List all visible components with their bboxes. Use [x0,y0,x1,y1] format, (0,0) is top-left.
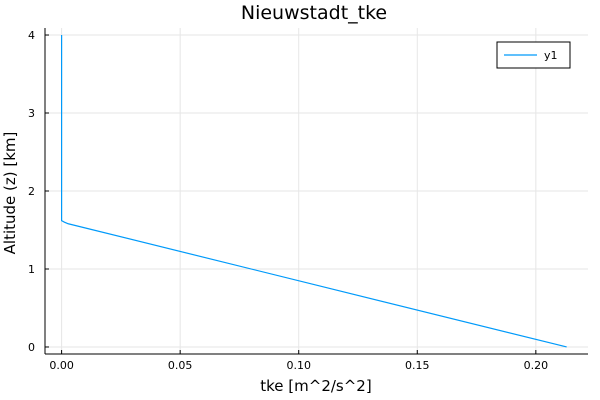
chart-title: Nieuwstadt_tke [241,2,387,24]
series-layer [60,35,567,348]
gridlines [45,28,588,354]
legend-label: y1 [544,49,558,62]
series-line-y1 [60,35,567,348]
y-axis-label: Altitude (z) [km] [1,132,19,255]
axes [44,28,588,355]
legend: y1 [496,41,571,69]
x-tick-label: 0.10 [286,359,311,372]
y-tick-label: 3 [28,107,35,120]
y-tick-label: 0 [28,341,35,354]
x-tick-label: 0.20 [524,359,549,372]
y-tick-label: 4 [28,29,35,42]
x-tick-label: 0.05 [168,359,193,372]
x-tick-label: 0.00 [49,359,74,372]
tick-labels: 0.00 0.05 0.10 0.15 0.20 0 1 2 3 4 [28,29,548,372]
y-tick-label: 2 [28,185,35,198]
x-axis-label: tke [m^2/s^2] [260,377,371,395]
y-tick-label: 1 [28,263,35,276]
x-tick-label: 0.15 [405,359,430,372]
